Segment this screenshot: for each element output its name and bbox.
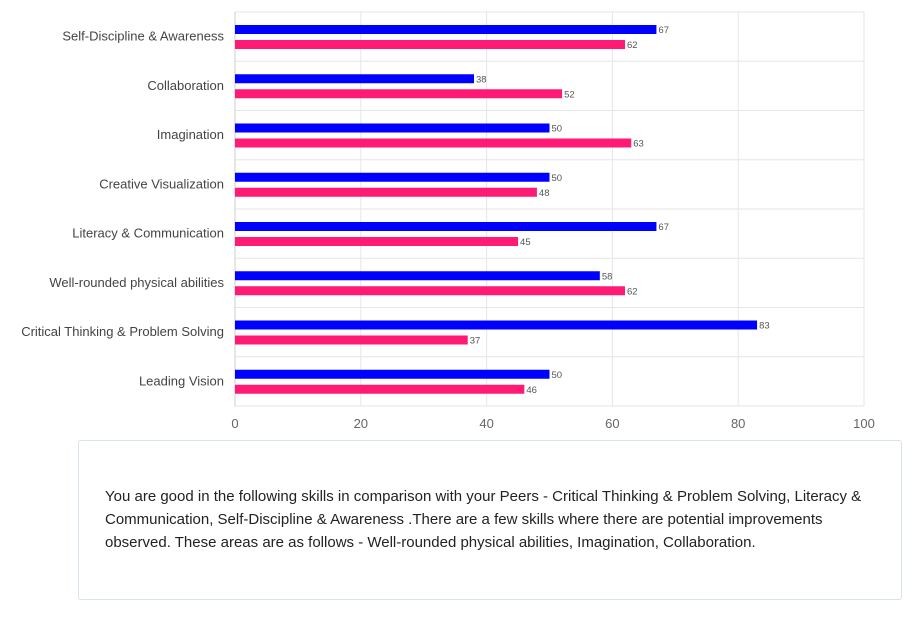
bar-series-1 bbox=[235, 222, 657, 231]
data-label: 48 bbox=[539, 188, 550, 199]
bar-series-1 bbox=[235, 172, 550, 182]
bar-series-1 bbox=[235, 271, 600, 281]
x-tick-label: 0 bbox=[231, 416, 238, 431]
data-label: 50 bbox=[552, 124, 563, 135]
bar-series-1 bbox=[235, 25, 657, 34]
bar-series-2 bbox=[235, 40, 625, 49]
data-label: 52 bbox=[564, 89, 575, 100]
category-label: Literacy & Communication bbox=[72, 226, 224, 241]
bar-series-1 bbox=[235, 369, 550, 379]
bar-series-2 bbox=[235, 89, 563, 99]
category-label: Well-rounded physical abilities bbox=[49, 275, 224, 290]
x-tick-label: 40 bbox=[479, 416, 493, 431]
data-label: 58 bbox=[602, 271, 613, 282]
data-label: 45 bbox=[520, 237, 531, 248]
data-label: 37 bbox=[470, 336, 481, 347]
x-tick-label: 80 bbox=[731, 416, 745, 431]
category-label: Self-Discipline & Awareness bbox=[62, 29, 224, 44]
bar-series-1 bbox=[235, 74, 475, 84]
chart-svg: 0 20 40 60 80 100 Self-Discipline & Awareness 6… bbox=[21, 11, 875, 431]
x-tick-label: 20 bbox=[354, 416, 368, 431]
data-label: 83 bbox=[759, 321, 770, 332]
data-label: 62 bbox=[627, 286, 638, 297]
x-tick-label: 100 bbox=[853, 416, 875, 431]
data-label: 50 bbox=[552, 173, 563, 184]
skills-comparison-chart: 0 20 40 60 80 100 Self-Discipline & Awareness 6… bbox=[21, 11, 875, 431]
data-label: 50 bbox=[552, 370, 563, 381]
category-label: Imagination bbox=[157, 127, 224, 142]
bar-series-2 bbox=[235, 237, 519, 246]
data-label: 67 bbox=[658, 25, 669, 36]
bar-series-2 bbox=[235, 384, 525, 394]
data-label: 62 bbox=[627, 40, 638, 51]
summary-text: You are good in the following skills in … bbox=[105, 488, 862, 551]
bar-series-1 bbox=[235, 123, 550, 133]
x-tick-label: 60 bbox=[605, 416, 619, 431]
data-label: 63 bbox=[633, 139, 644, 150]
bar-series-1 bbox=[235, 320, 758, 330]
data-label: 46 bbox=[526, 385, 537, 396]
data-label: 38 bbox=[476, 74, 487, 85]
category-label: Collaboration bbox=[147, 78, 224, 93]
data-label: 67 bbox=[658, 222, 669, 233]
bar-series-2 bbox=[235, 138, 632, 148]
summary-card: You are good in the following skills in … bbox=[78, 440, 902, 600]
category-label: Leading Vision bbox=[139, 373, 224, 388]
bar-series-2 bbox=[235, 335, 468, 345]
category-label: Creative Visualization bbox=[99, 176, 224, 191]
bar-series-2 bbox=[235, 187, 537, 197]
category-label: Critical Thinking & Problem Solving bbox=[21, 324, 224, 339]
bar-series-2 bbox=[235, 286, 625, 296]
